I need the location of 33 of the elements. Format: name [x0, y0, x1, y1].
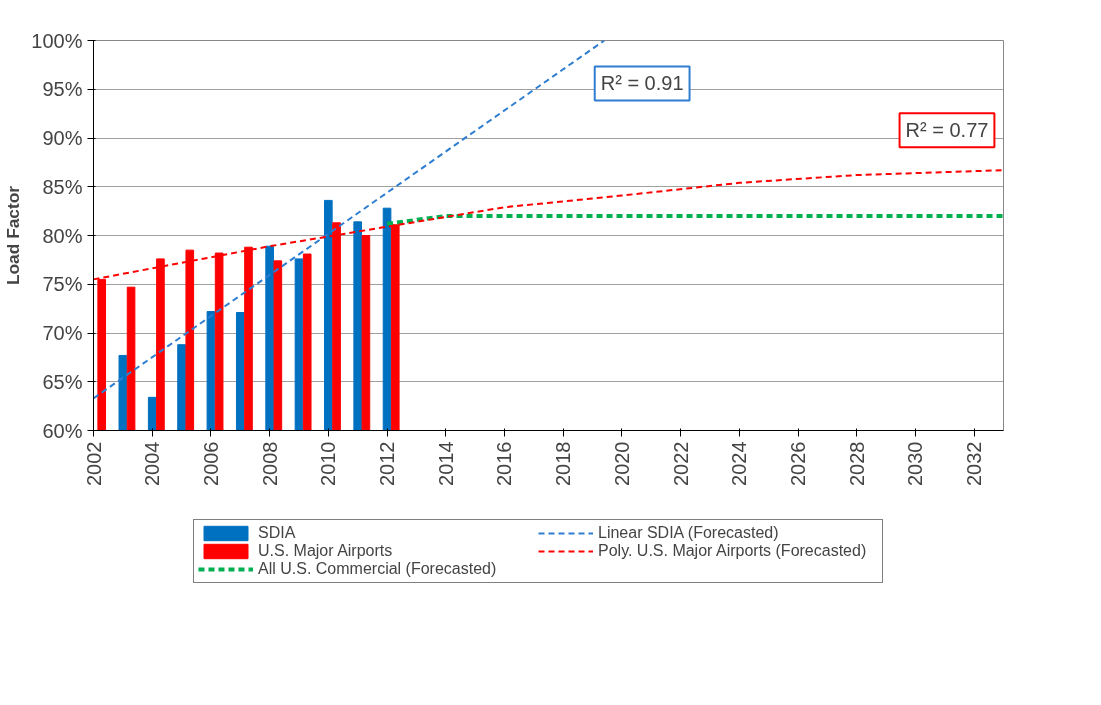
y-axis-title: Load Factor	[3, 185, 24, 286]
y-tick-label: 85%	[42, 175, 83, 198]
x-tick-label: 2012	[376, 441, 399, 486]
x-tick-label: 2014	[434, 441, 457, 486]
x-tick-label: 2008	[258, 441, 281, 486]
x-tick-label: 2006	[199, 441, 222, 486]
x-tick-label: 2004	[141, 441, 164, 486]
legend-label: SDIA	[258, 524, 297, 542]
y-tick-label: 100%	[31, 29, 83, 52]
y-tick-label: 75%	[42, 273, 83, 296]
y-tick-label: 60%	[42, 419, 83, 442]
x-tick-label: 2016	[493, 441, 516, 486]
y-tick-label: 70%	[42, 322, 83, 344]
x-tick-label: 2010	[317, 441, 340, 486]
x-tick-label: 2026	[787, 441, 810, 486]
x-tick-label: 2020	[610, 441, 633, 486]
x-tick-label: 2022	[669, 441, 692, 486]
x-tick-label: 2030	[904, 441, 927, 486]
x-tick-label: 2018	[552, 441, 575, 486]
y-tick-label: 80%	[42, 224, 83, 247]
legend-label: Linear SDIA (Forecasted)	[598, 524, 780, 542]
legend-label: U.S. Major Airports	[258, 542, 394, 560]
x-tick-label: 2002	[82, 441, 105, 486]
y-tick-label: 95%	[42, 78, 83, 101]
y-tick-label: 90%	[42, 127, 83, 149]
y-tick-label: 65%	[42, 370, 83, 393]
x-tick-label: 2024	[728, 441, 751, 486]
x-tick-label: 2032	[963, 441, 986, 486]
legend-label: All U.S. Commercial (Forecasted)	[258, 560, 498, 578]
annotation: R² = 0.77	[905, 119, 989, 142]
x-tick-label: 2028	[845, 441, 868, 486]
annotation: R² = 0.91	[600, 72, 684, 95]
legend-label: Poly. U.S. Major Airports (Forecasted)	[598, 542, 868, 560]
